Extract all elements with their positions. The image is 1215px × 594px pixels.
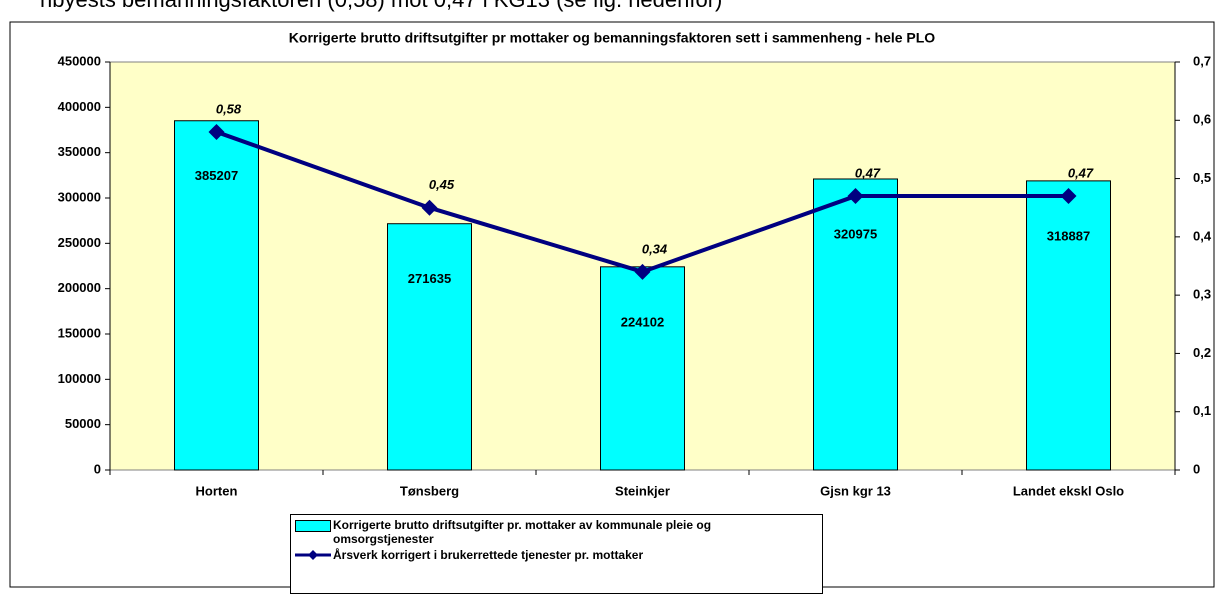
y2-tick-label: 0: [1193, 461, 1200, 476]
y-tick-label: 250000: [58, 235, 101, 250]
y-tick-label: 50000: [65, 416, 101, 431]
bar: [387, 223, 472, 471]
y-tick-label: 200000: [58, 280, 101, 295]
bar: [600, 266, 685, 471]
line-marker: [634, 263, 651, 280]
y2-tick-label: 0,4: [1193, 228, 1212, 243]
bar-value-label: 271635: [408, 271, 451, 286]
legend: Korrigerte brutto driftsutgifter pr. mot…: [290, 514, 823, 594]
x-tick-label: Steinkjer: [615, 483, 670, 498]
x-tick-label: Gjsn kgr 13: [820, 483, 891, 498]
y2-tick-label: 0,7: [1193, 53, 1211, 68]
legend-entry: Årsverk korrigert i brukerrettede tjenes…: [295, 548, 818, 562]
x-tick-label: Horten: [196, 483, 238, 498]
line-value-label: 0,45: [429, 177, 455, 192]
y-tick-label: 100000: [58, 371, 101, 386]
bar-value-label: 320975: [834, 226, 877, 241]
legend-label: Korrigerte brutto driftsutgifter pr. mot…: [333, 518, 712, 546]
y-tick-label: 150000: [58, 325, 101, 340]
line-marker: [847, 188, 864, 205]
legend-entry: Korrigerte brutto driftsutgifter pr. mot…: [295, 518, 818, 546]
bar: [813, 178, 898, 471]
line-marker: [1060, 188, 1077, 205]
line-value-label: 0,47: [855, 165, 881, 180]
y2-tick-label: 0,6: [1193, 112, 1211, 127]
x-tick-label: Tønsberg: [400, 483, 459, 498]
legend-swatch: [295, 518, 331, 532]
y2-tick-label: 0,1: [1193, 403, 1211, 418]
chart-title: Korrigerte brutto driftsutgifter pr mott…: [289, 30, 936, 46]
legend-swatch: [295, 548, 331, 562]
y-tick-label: 400000: [58, 99, 101, 114]
line-marker: [208, 123, 225, 140]
y-tick-label: 0: [94, 461, 101, 476]
bar-value-label: 224102: [621, 314, 664, 329]
line-marker: [421, 199, 438, 216]
line-value-label: 0,34: [642, 241, 668, 256]
y-tick-label: 450000: [58, 53, 101, 68]
x-tick-label: Landet ekskl Oslo: [1013, 483, 1124, 498]
line-value-label: 0,47: [1068, 165, 1094, 180]
y2-tick-label: 0,5: [1193, 170, 1211, 185]
bar: [174, 120, 259, 471]
y2-tick-label: 0,2: [1193, 345, 1211, 360]
bar-value-label: 318887: [1047, 228, 1090, 243]
bar: [1026, 180, 1111, 471]
y-tick-label: 300000: [58, 189, 101, 204]
caption: nbyests bemanningsfaktoren (0,58) mot 0,…: [40, 0, 722, 13]
y2-tick-label: 0,3: [1193, 287, 1211, 302]
line-value-label: 0,58: [216, 101, 242, 116]
legend-label: Årsverk korrigert i brukerrettede tjenes…: [333, 548, 644, 562]
bar-value-label: 385207: [195, 168, 238, 183]
y-tick-label: 350000: [58, 144, 101, 159]
